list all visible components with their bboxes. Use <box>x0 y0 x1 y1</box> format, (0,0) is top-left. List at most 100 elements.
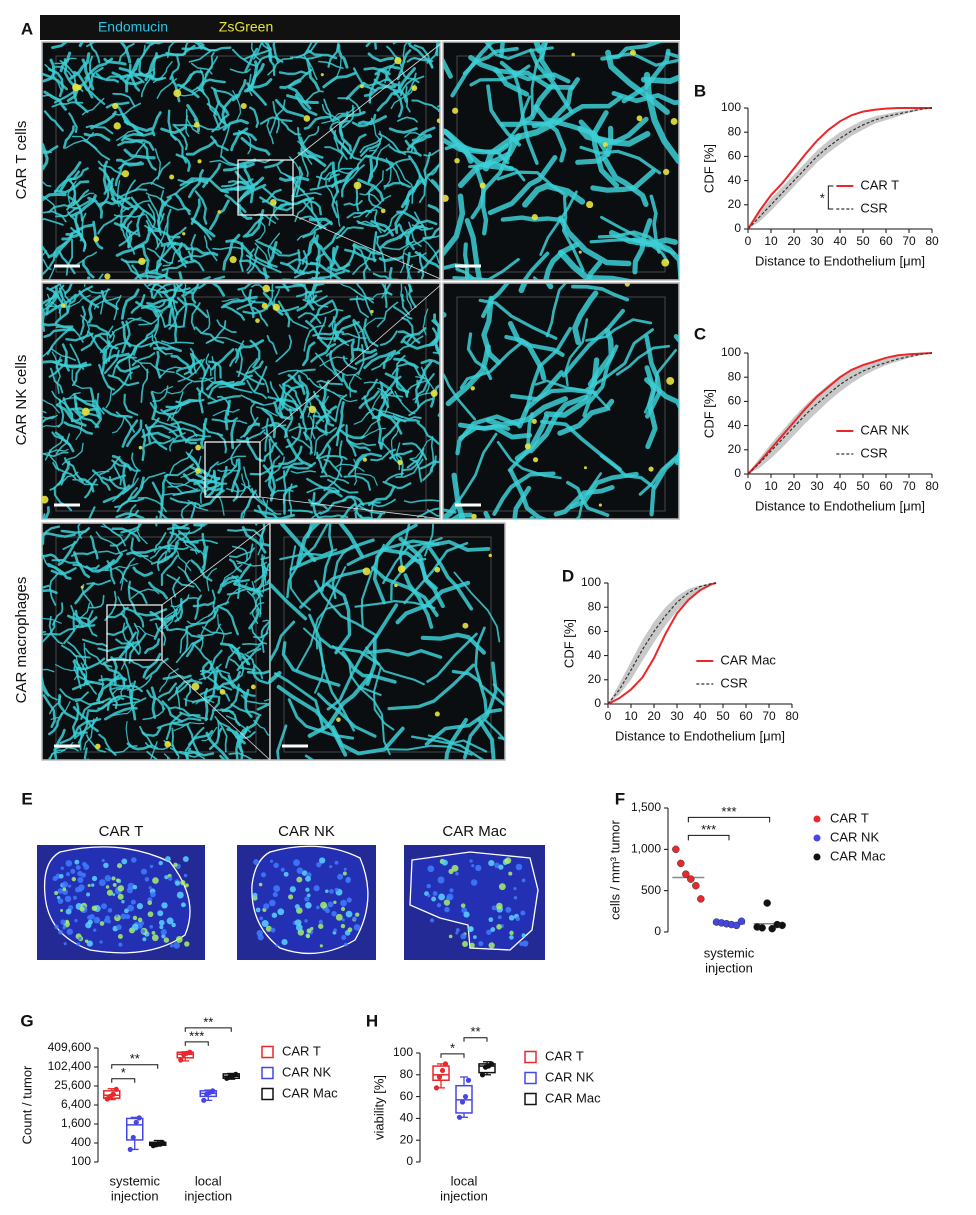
vessel <box>334 394 348 423</box>
legend-swatch <box>524 1050 537 1064</box>
vessel <box>176 551 192 572</box>
density-spot <box>116 924 122 930</box>
density-spot <box>71 876 77 882</box>
vessel <box>65 223 94 236</box>
density-spot <box>180 902 186 908</box>
vessel <box>346 210 372 219</box>
density-spot <box>334 860 339 865</box>
y-tick-label: 0 <box>734 221 741 235</box>
vessel <box>388 127 418 134</box>
vessel <box>380 382 390 408</box>
vessel <box>496 170 568 198</box>
zoom-line <box>259 496 444 520</box>
vessel <box>307 231 316 256</box>
vessel <box>52 602 64 626</box>
vessel <box>42 359 63 365</box>
vessel <box>337 44 349 69</box>
x-tick-label: 20 <box>787 479 801 493</box>
vessel <box>422 308 429 336</box>
cell <box>531 214 538 221</box>
density-spot <box>294 904 300 910</box>
vessel <box>124 259 140 277</box>
vessel <box>104 590 117 621</box>
vessel <box>121 622 136 650</box>
vessel <box>236 299 256 311</box>
density-spot <box>353 924 361 931</box>
density-spot <box>60 866 64 870</box>
vessel <box>162 603 183 624</box>
vessel <box>123 142 146 163</box>
vessel <box>293 250 308 279</box>
image-frame <box>456 55 666 273</box>
vessel <box>396 335 424 354</box>
x-tick-label: 60 <box>879 234 893 248</box>
vessel <box>200 619 210 651</box>
vessel <box>163 463 194 478</box>
vessel <box>510 388 597 402</box>
vessel <box>59 161 82 192</box>
density-spot <box>66 928 74 935</box>
cell <box>81 407 90 416</box>
density-spot <box>488 859 495 867</box>
vessel <box>353 67 377 92</box>
map-title: CAR T <box>99 823 144 840</box>
vessel <box>410 133 432 152</box>
vessel <box>367 52 395 63</box>
vessel <box>224 194 247 214</box>
significance-label: *** <box>189 1028 204 1043</box>
legend-label: CSR <box>720 675 747 690</box>
vessel <box>120 612 135 639</box>
density-spot <box>183 873 188 878</box>
vessel <box>65 132 94 149</box>
vessel <box>209 199 230 231</box>
vessel <box>497 736 505 741</box>
confidence-band <box>608 583 717 704</box>
vessel <box>325 582 352 655</box>
vessel <box>455 267 478 280</box>
density-spot <box>446 895 451 901</box>
cell <box>532 457 539 463</box>
density-spot <box>488 942 495 949</box>
vessel <box>240 489 257 519</box>
cell <box>471 513 477 519</box>
vessel <box>246 669 270 675</box>
density-spot <box>488 917 494 923</box>
cell <box>602 142 608 148</box>
vessel <box>297 312 322 325</box>
vessel <box>279 523 317 562</box>
vessel <box>443 508 457 514</box>
vessel <box>238 259 270 278</box>
data-point <box>677 859 685 868</box>
cell <box>195 444 202 451</box>
vessel <box>400 69 420 84</box>
vessel <box>200 417 208 449</box>
vessel <box>512 485 532 519</box>
vessel <box>357 115 387 126</box>
density-spot <box>70 868 76 874</box>
vessel <box>274 98 305 118</box>
vessel <box>229 68 251 74</box>
density-spot <box>468 926 473 932</box>
vessel <box>170 354 193 375</box>
vessel <box>58 250 76 275</box>
vessel <box>227 674 247 698</box>
density-spot <box>182 856 189 863</box>
vessel <box>420 358 440 366</box>
vessel <box>144 638 161 655</box>
density-spot <box>289 886 296 893</box>
vessel <box>127 476 145 501</box>
y-axis-label: cells / mm³ tumor <box>607 819 622 919</box>
vessel <box>318 514 349 519</box>
vessel <box>420 632 486 655</box>
density-spot <box>58 929 63 935</box>
vessel <box>234 170 254 204</box>
vessel <box>148 276 161 280</box>
vessel <box>115 567 128 583</box>
x-tick-label: 10 <box>764 479 778 493</box>
vessel <box>177 358 206 383</box>
density-spot <box>149 925 154 929</box>
vessel <box>62 397 74 423</box>
cell <box>394 583 398 588</box>
vessel <box>114 497 145 508</box>
vessel <box>166 179 194 199</box>
